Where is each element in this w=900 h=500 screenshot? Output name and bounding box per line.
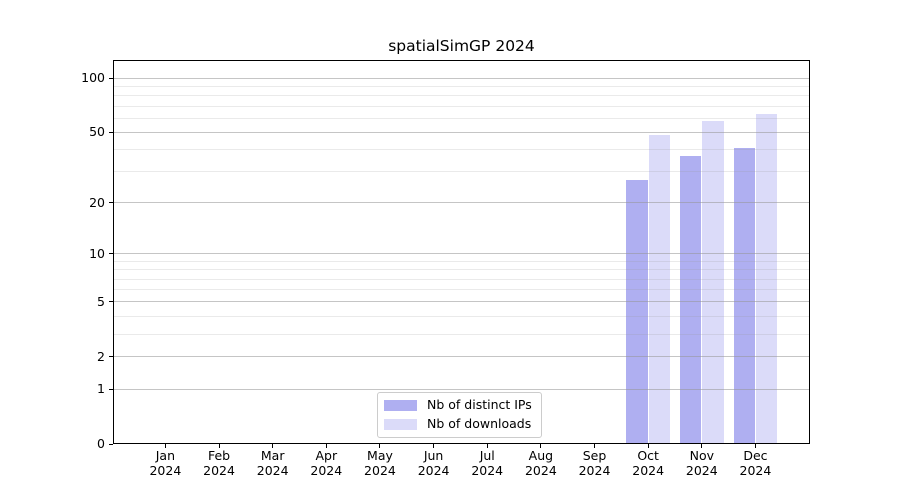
x-axis-tick [647, 444, 649, 448]
legend-item-downloads: Nb of downloads [384, 417, 532, 431]
bar-dec-distinct-ips [733, 147, 756, 444]
x-tick-label: Oct 2024 [620, 448, 676, 478]
y-axis-tick [109, 202, 113, 204]
x-tick-label: Mar 2024 [245, 448, 301, 478]
bar-oct-distinct-ips [626, 179, 648, 444]
legend-label-downloads: Nb of downloads [427, 416, 532, 431]
x-tick-label: Aug 2024 [513, 448, 569, 478]
x-tick-month: Aug [528, 448, 554, 463]
y-axis-tick [109, 301, 113, 303]
x-tick-year: 2024 [471, 462, 504, 478]
minor-gridline [113, 171, 810, 173]
legend: Nb of distinct IPs Nb of downloads [377, 392, 542, 438]
x-tick-month: Apr [315, 448, 338, 463]
y-axis-tick [109, 443, 113, 445]
x-tick-year: 2024 [632, 462, 665, 478]
minor-gridline [113, 149, 810, 151]
x-tick-month: Feb [207, 448, 231, 463]
x-axis-tick [594, 444, 596, 448]
x-tick-label: Nov 2024 [674, 448, 730, 478]
y-tick-label: 5 [97, 293, 105, 309]
x-tick-month: Jun [423, 448, 444, 463]
x-tick-label: Sep 2024 [567, 448, 623, 478]
bar-oct-downloads [648, 135, 671, 444]
x-tick-year: 2024 [149, 462, 182, 478]
y-tick-label: 0 [97, 436, 105, 451]
plot-area [113, 60, 810, 444]
minor-gridline [113, 315, 810, 317]
major-gridline [113, 356, 810, 358]
legend-label-distinct-ips: Nb of distinct IPs [427, 397, 532, 412]
bar-nov-distinct-ips [679, 155, 702, 444]
x-axis-tick [486, 444, 488, 448]
x-tick-year: 2024 [310, 462, 343, 478]
x-tick-year: 2024 [739, 462, 772, 478]
x-tick-year: 2024 [417, 462, 450, 478]
minor-gridline [113, 117, 810, 119]
x-axis-tick [701, 444, 703, 448]
y-tick-label: 10 [89, 245, 105, 261]
minor-gridline [113, 289, 810, 291]
legend-swatch-distinct-ips [384, 399, 417, 411]
x-axis-tick [379, 444, 381, 448]
x-tick-label: Jul 2024 [459, 448, 515, 478]
y-axis-tick [109, 131, 113, 133]
major-gridline [113, 131, 810, 133]
x-tick-year: 2024 [364, 462, 396, 478]
x-tick-year: 2024 [685, 462, 718, 478]
major-gridline [113, 253, 810, 255]
x-tick-label: Jun 2024 [406, 448, 462, 478]
x-axis-tick [325, 444, 327, 448]
major-gridline [113, 301, 810, 303]
x-tick-year: 2024 [256, 462, 289, 478]
x-tick-month: Nov [689, 448, 714, 463]
x-tick-month: Oct [637, 448, 659, 463]
y-axis-tick [109, 388, 113, 390]
major-gridline [113, 77, 810, 79]
x-tick-month: Mar [260, 448, 285, 463]
x-tick-month: Jan [155, 448, 176, 463]
chart-title: spatialSimGP 2024 [388, 37, 535, 55]
y-tick-label: 1 [97, 381, 105, 397]
minor-gridline [113, 333, 810, 335]
x-axis-tick [754, 444, 756, 448]
x-tick-year: 2024 [203, 462, 235, 478]
x-axis-tick [218, 444, 220, 448]
bar-nov-downloads [702, 120, 724, 444]
x-tick-month: May [367, 448, 393, 463]
x-tick-label: Feb 2024 [191, 448, 247, 478]
y-axis-tick [109, 356, 113, 358]
minor-gridline [113, 105, 810, 107]
y-tick-label: 100 [81, 70, 105, 86]
y-tick-label: 20 [89, 194, 105, 210]
x-axis-tick [164, 444, 166, 448]
minor-gridline [113, 95, 810, 97]
bar-dec-downloads [755, 114, 778, 444]
y-tick-label: 2 [97, 348, 105, 364]
major-gridline [113, 388, 810, 390]
x-tick-year: 2024 [578, 462, 611, 478]
x-tick-month: Dec [743, 448, 768, 463]
y-axis-tick [109, 77, 113, 79]
x-axis-tick [272, 444, 274, 448]
x-tick-label: Apr 2024 [298, 448, 354, 478]
legend-swatch-downloads [384, 418, 417, 430]
y-tick-label: 50 [89, 124, 105, 140]
x-tick-year: 2024 [524, 462, 557, 478]
x-tick-label: Jan 2024 [137, 448, 193, 478]
legend-item-distinct-ips: Nb of distinct IPs [384, 398, 532, 412]
x-tick-label: Dec 2024 [727, 448, 783, 478]
x-axis-tick [540, 444, 542, 448]
minor-gridline [113, 278, 810, 280]
minor-gridline [113, 260, 810, 262]
x-tick-month: Sep [582, 448, 607, 463]
x-tick-month: Jul [479, 448, 495, 463]
x-axis-tick [433, 444, 435, 448]
y-axis-tick [109, 253, 113, 255]
minor-gridline [113, 85, 810, 87]
x-tick-label: May 2024 [352, 448, 408, 478]
minor-gridline [113, 269, 810, 271]
major-gridline [113, 202, 810, 204]
